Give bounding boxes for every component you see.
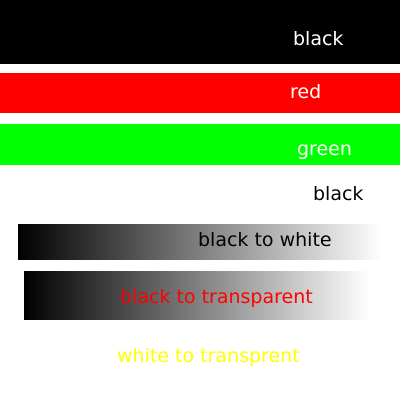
red-band [0, 73, 400, 113]
black-to-transparent-label: black to transparent [120, 286, 313, 308]
red-band-label: red [290, 81, 322, 103]
black-to-white-gradient-band [18, 224, 382, 260]
green-band [0, 124, 400, 165]
white-to-transparent-gradient-band [24, 335, 370, 381]
black-to-white-label: black to white [198, 229, 332, 251]
black-band-label: black [293, 28, 344, 50]
black-band [0, 0, 400, 64]
green-band-label: green [297, 138, 352, 160]
plain-black-label: black [313, 183, 364, 205]
white-to-transparent-label: white to transprent [117, 345, 300, 367]
black-to-transparent-gradient-band [24, 271, 370, 320]
